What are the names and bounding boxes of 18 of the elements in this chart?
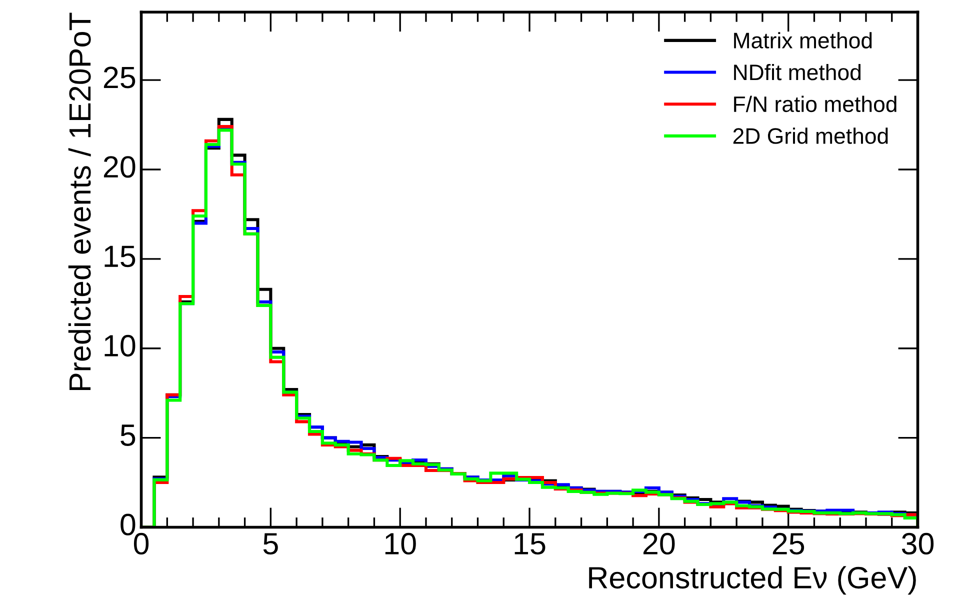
legend-label: NDfit method bbox=[734, 64, 861, 80]
x-tick-label: 30 bbox=[902, 532, 934, 555]
y-tick-label: 20 bbox=[104, 156, 136, 178]
y-tick-label: 5 bbox=[120, 424, 136, 446]
legend-label: 2D Grid method bbox=[733, 128, 888, 144]
x-tick-label: 25 bbox=[772, 532, 804, 555]
legend-label: Matrix method bbox=[734, 32, 872, 48]
x-tick-label: 5 bbox=[263, 533, 278, 555]
x-tick-label: 10 bbox=[385, 532, 416, 555]
y-axis-title: Predicted events / 1E20PoT bbox=[68, 12, 91, 390]
x-tick-label: 20 bbox=[643, 532, 675, 555]
y-tick-label: 10 bbox=[104, 334, 136, 357]
y-tick-label: 15 bbox=[104, 246, 136, 268]
x-tick-label: 15 bbox=[514, 533, 546, 555]
y-tick-label: 0 bbox=[120, 514, 136, 536]
x-axis-title: Reconstructed Eν (GeV) bbox=[589, 566, 916, 595]
legend-label: F/N ratio method bbox=[734, 96, 896, 112]
y-tick-label: 25 bbox=[104, 66, 136, 88]
